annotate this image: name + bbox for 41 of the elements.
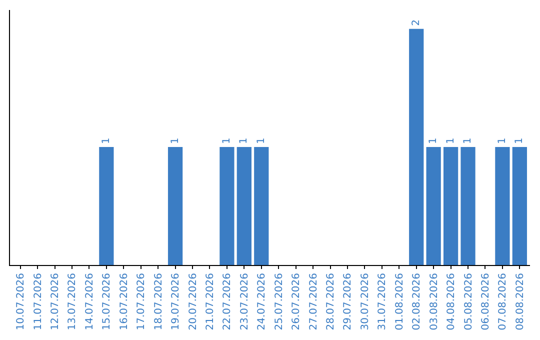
x-tick-label: 21.07.2026 xyxy=(204,273,216,330)
data-label: 1 xyxy=(170,138,181,144)
x-tick-label: 12.07.2026 xyxy=(50,273,62,330)
x-tick-label: 25.07.2026 xyxy=(274,273,285,330)
x-tick-label: 14.07.2026 xyxy=(84,273,96,330)
x-tick-label: 05.08.2026 xyxy=(463,273,474,330)
data-label: 1 xyxy=(462,138,474,144)
x-tick-label: 28.07.2026 xyxy=(326,273,337,330)
x-tick-label: 23.07.2026 xyxy=(239,273,250,330)
x-tick-label: 08.08.2026 xyxy=(514,273,526,330)
x-tick-label: 02.08.2026 xyxy=(412,273,423,330)
data-label: 1 xyxy=(256,138,267,144)
x-tick-label: 30.07.2026 xyxy=(360,273,371,330)
data-label: 1 xyxy=(221,138,232,144)
x-tick-label: 24.07.2026 xyxy=(256,273,268,330)
x-tick-label: 15.07.2026 xyxy=(102,273,113,330)
x-tick-label: 16.07.2026 xyxy=(118,273,130,330)
x-tick-label: 04.08.2026 xyxy=(446,273,458,330)
data-label: 1 xyxy=(496,138,508,144)
x-tick-label: 19.07.2026 xyxy=(170,273,182,330)
x-tick-label: 20.07.2026 xyxy=(188,273,199,330)
x-tick-label: 06.08.2026 xyxy=(480,273,492,330)
x-tick-label: 17.07.2026 xyxy=(136,273,148,330)
x-tick-label: 11.07.2026 xyxy=(32,273,44,330)
x-tick-label: 26.07.2026 xyxy=(291,273,302,330)
x-tick-label: 31.07.2026 xyxy=(377,273,388,330)
data-label: 1 xyxy=(238,138,250,144)
x-tick-label: 03.08.2026 xyxy=(428,273,440,330)
x-tick-label: 29.07.2026 xyxy=(342,273,354,330)
x-tick-label: 07.08.2026 xyxy=(498,273,509,330)
x-tick-label: 13.07.2026 xyxy=(67,273,78,330)
x-tick-label: 27.07.2026 xyxy=(308,273,320,330)
data-label: 1 xyxy=(514,138,526,144)
data-label: 2 xyxy=(410,20,422,26)
x-tick-label: 01.08.2026 xyxy=(394,273,406,330)
x-tick-label: 10.07.2026 xyxy=(16,273,27,330)
data-label: 1 xyxy=(100,138,112,144)
data-label: 1 xyxy=(445,138,456,144)
data-label: 1 xyxy=(428,138,440,144)
x-tick-label: 18.07.2026 xyxy=(153,273,164,330)
x-tick-label: 22.07.2026 xyxy=(222,273,234,330)
